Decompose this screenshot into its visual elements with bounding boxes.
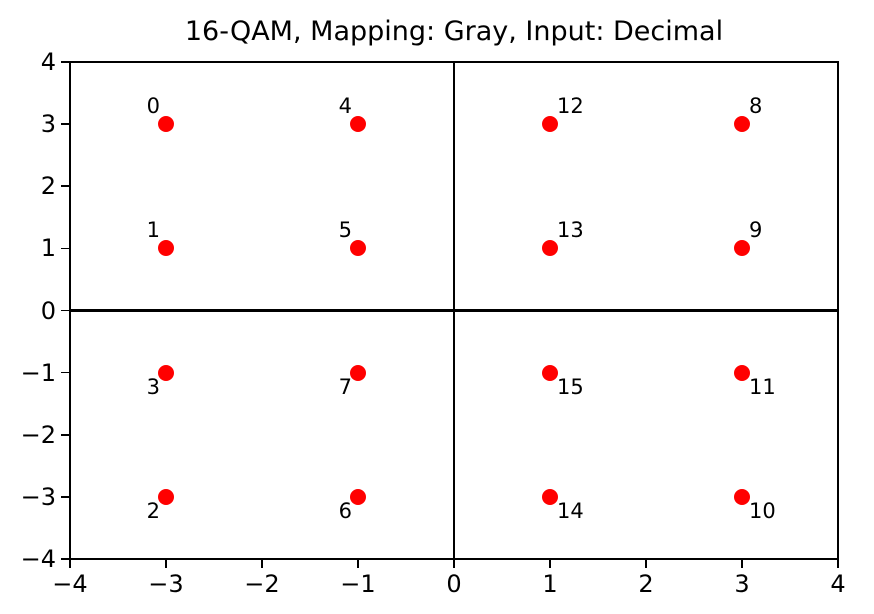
constellation-point: [542, 116, 558, 133]
y-tick-label: −4: [20, 545, 56, 573]
point-label: 5: [338, 218, 352, 243]
point-label: 6: [338, 498, 352, 523]
chart-title: 16-QAM, Mapping: Gray, Input: Decimal: [184, 16, 724, 47]
zero-axis-horizontal: [70, 309, 838, 312]
point-label: 12: [557, 94, 584, 119]
point-label: 1: [146, 218, 160, 243]
x-tick-mark: [357, 560, 359, 568]
constellation-point: [734, 116, 750, 133]
x-tick-mark: [69, 560, 71, 568]
x-tick-label: −3: [148, 570, 184, 598]
point-label: 15: [557, 374, 584, 399]
x-tick-mark: [261, 560, 263, 568]
point-label: 9: [749, 218, 763, 243]
point-label: 14: [557, 498, 584, 523]
y-tick-mark: [61, 433, 69, 436]
x-tick-label: 3: [734, 570, 750, 598]
constellation-point: [350, 116, 366, 133]
y-tick-label: 3: [40, 110, 56, 139]
y-tick-mark: [61, 558, 69, 560]
point-label: 2: [146, 498, 160, 523]
point-label: 7: [338, 374, 352, 399]
x-tick-label: 1: [542, 570, 558, 598]
constellation-point: [158, 488, 174, 505]
point-label: 11: [749, 374, 776, 399]
constellation-point: [734, 364, 750, 381]
constellation-point: [350, 364, 366, 381]
point-label: 8: [749, 94, 763, 119]
y-tick-label: −3: [20, 482, 56, 511]
constellation-point: [350, 240, 366, 257]
x-tick-mark: [741, 560, 743, 568]
x-tick-label: −2: [244, 570, 280, 598]
y-tick-label: −1: [20, 358, 56, 387]
constellation-point: [350, 488, 366, 505]
x-tick-mark: [645, 560, 647, 568]
constellation-point: [734, 240, 750, 257]
y-tick-mark: [61, 496, 69, 498]
y-tick-label: 0: [40, 296, 56, 325]
point-label: 0: [146, 94, 160, 119]
constellation-point: [542, 364, 558, 381]
point-label: 10: [749, 498, 776, 523]
x-tick-mark: [549, 560, 551, 568]
y-tick-mark: [61, 61, 69, 63]
point-label: 3: [146, 374, 160, 399]
y-tick-mark: [61, 371, 69, 374]
x-tick-label: −1: [340, 570, 376, 598]
y-tick-label: −2: [20, 420, 56, 449]
x-tick-label: −4: [52, 570, 88, 598]
y-tick-label: 4: [40, 48, 56, 76]
y-tick-mark: [61, 123, 69, 125]
constellation-point: [158, 364, 174, 381]
y-tick-label: 1: [40, 234, 56, 263]
x-tick-mark: [453, 560, 455, 568]
y-tick-mark: [61, 247, 69, 250]
x-tick-label: 2: [638, 570, 654, 598]
y-tick-label: 2: [40, 172, 56, 201]
x-tick-mark: [837, 560, 839, 568]
constellation-point: [734, 488, 750, 505]
y-tick-mark: [61, 309, 69, 312]
constellation-point: [542, 488, 558, 505]
x-tick-mark: [165, 560, 167, 568]
constellation-point: [158, 116, 174, 133]
point-label: 4: [338, 94, 352, 119]
y-tick-mark: [61, 185, 69, 188]
point-label: 13: [557, 218, 584, 243]
x-tick-label: 4: [830, 570, 846, 598]
constellation-point: [158, 240, 174, 257]
constellation-point: [542, 240, 558, 257]
x-tick-label: 0: [446, 570, 462, 598]
